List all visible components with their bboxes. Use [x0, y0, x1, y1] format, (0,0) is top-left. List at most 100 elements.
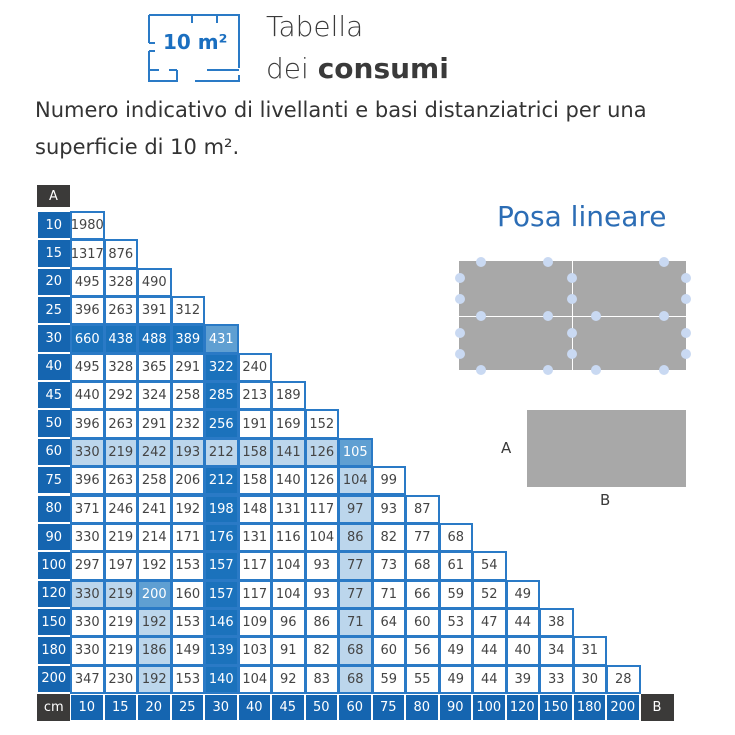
table-cell: 126 — [304, 437, 339, 468]
table-cell: 219 — [103, 437, 138, 468]
table-cell: 158 — [237, 437, 272, 468]
table-cell: 389 — [170, 324, 205, 354]
table-cell: 490 — [137, 267, 172, 298]
table-cell: 59 — [438, 579, 473, 609]
column-header: 80 — [405, 693, 439, 721]
table-cell: 214 — [137, 522, 172, 553]
table-cell: 60 — [371, 636, 406, 666]
table-cell: 157 — [204, 579, 239, 609]
diagram-title: Posa lineare — [497, 200, 667, 233]
row-header: 200 — [37, 664, 71, 693]
table-cell: 153 — [170, 551, 205, 581]
leveler-dot — [476, 311, 486, 321]
table-cell: 232 — [170, 409, 205, 439]
row-header: 10 — [37, 211, 71, 240]
corner-unit-label: cm — [37, 693, 71, 721]
table-cell: 396 — [70, 409, 105, 439]
table-cell: 495 — [70, 352, 105, 383]
column-header: 200 — [606, 693, 640, 721]
table-cell: 258 — [170, 381, 205, 411]
leveler-dot — [455, 328, 465, 338]
column-header: 150 — [539, 693, 573, 721]
table-cell: 68 — [405, 551, 440, 581]
table-cell: 104 — [271, 551, 306, 581]
column-header: 120 — [505, 693, 539, 721]
table-cell: 198 — [204, 494, 239, 524]
row-header: 40 — [37, 352, 71, 382]
leveler-dot — [567, 349, 577, 359]
row-header: 100 — [37, 551, 71, 580]
leveler-dot — [567, 328, 577, 338]
table-cell: 263 — [103, 296, 138, 326]
row-header: 50 — [37, 409, 71, 438]
table-cell: 219 — [103, 636, 138, 666]
table-cell: 141 — [271, 437, 306, 468]
table-cell: 212 — [204, 437, 239, 468]
table-cell: 86 — [304, 607, 339, 638]
table-cell: 83 — [304, 664, 339, 694]
table-cell: 328 — [103, 267, 138, 298]
table-cell: 263 — [103, 409, 138, 439]
table-cell: 200 — [137, 579, 172, 609]
table-cell: 192 — [170, 494, 205, 524]
table-cell: 49 — [505, 579, 540, 609]
table-cell: 146 — [204, 607, 239, 638]
row-header: 120 — [37, 579, 71, 608]
table-cell: 495 — [70, 267, 105, 298]
table-cell: 291 — [170, 352, 205, 383]
table-cell: 109 — [237, 607, 272, 638]
column-header: 45 — [271, 693, 305, 721]
table-cell: 104 — [304, 522, 339, 553]
column-header: 60 — [338, 693, 372, 721]
table-cell: 82 — [304, 636, 339, 666]
column-header: 180 — [572, 693, 606, 721]
table-cell: 117 — [304, 494, 339, 524]
table-cell: 153 — [170, 664, 205, 694]
table-cell: 55 — [405, 664, 440, 694]
table-cell: 371 — [70, 494, 105, 524]
leveler-dot — [659, 365, 669, 375]
table-cell: 160 — [170, 579, 205, 609]
corner-b-label: B — [640, 693, 674, 721]
title-bold: consumi — [317, 52, 449, 85]
table-cell: 396 — [70, 466, 105, 496]
table-cell: 105 — [338, 437, 373, 468]
leveler-dot — [567, 294, 577, 304]
table-cell: 324 — [137, 381, 172, 411]
table-cell: 391 — [137, 296, 172, 326]
table-cell: 213 — [237, 381, 272, 411]
column-header: 30 — [204, 693, 238, 721]
row-header: 75 — [37, 466, 71, 495]
table-cell: 291 — [137, 409, 172, 439]
table-cell: 56 — [405, 636, 440, 666]
table-cell: 148 — [237, 494, 272, 524]
row-header: 60 — [37, 437, 71, 467]
table-cell: 1980 — [70, 211, 105, 241]
table-cell: 189 — [271, 381, 306, 411]
table-cell: 660 — [70, 324, 105, 354]
leveler-dot — [455, 349, 465, 359]
title-prefix: dei — [266, 52, 318, 85]
area-label: 10 m² — [163, 30, 228, 54]
table-cell: 149 — [170, 636, 205, 666]
leveler-dot — [681, 273, 691, 283]
leveler-dot — [659, 311, 669, 321]
table-cell: 440 — [70, 381, 105, 411]
table-cell: 103 — [237, 636, 272, 666]
table-cell: 297 — [70, 551, 105, 581]
table-cell: 206 — [170, 466, 205, 496]
column-header: 10 — [70, 693, 104, 721]
table-cell: 68 — [438, 522, 473, 553]
table-cell: 99 — [371, 466, 406, 496]
corner-a-label: A — [37, 185, 70, 207]
table-cell: 87 — [405, 494, 440, 524]
table-cell: 52 — [472, 579, 507, 609]
table-cell: 86 — [338, 522, 373, 553]
table-cell: 117 — [237, 551, 272, 581]
table-cell: 44 — [472, 664, 507, 694]
leveler-dot — [681, 328, 691, 338]
table-cell: 140 — [271, 466, 306, 496]
table-cell: 131 — [271, 494, 306, 524]
table-cell: 44 — [505, 607, 540, 638]
tile — [573, 317, 686, 370]
